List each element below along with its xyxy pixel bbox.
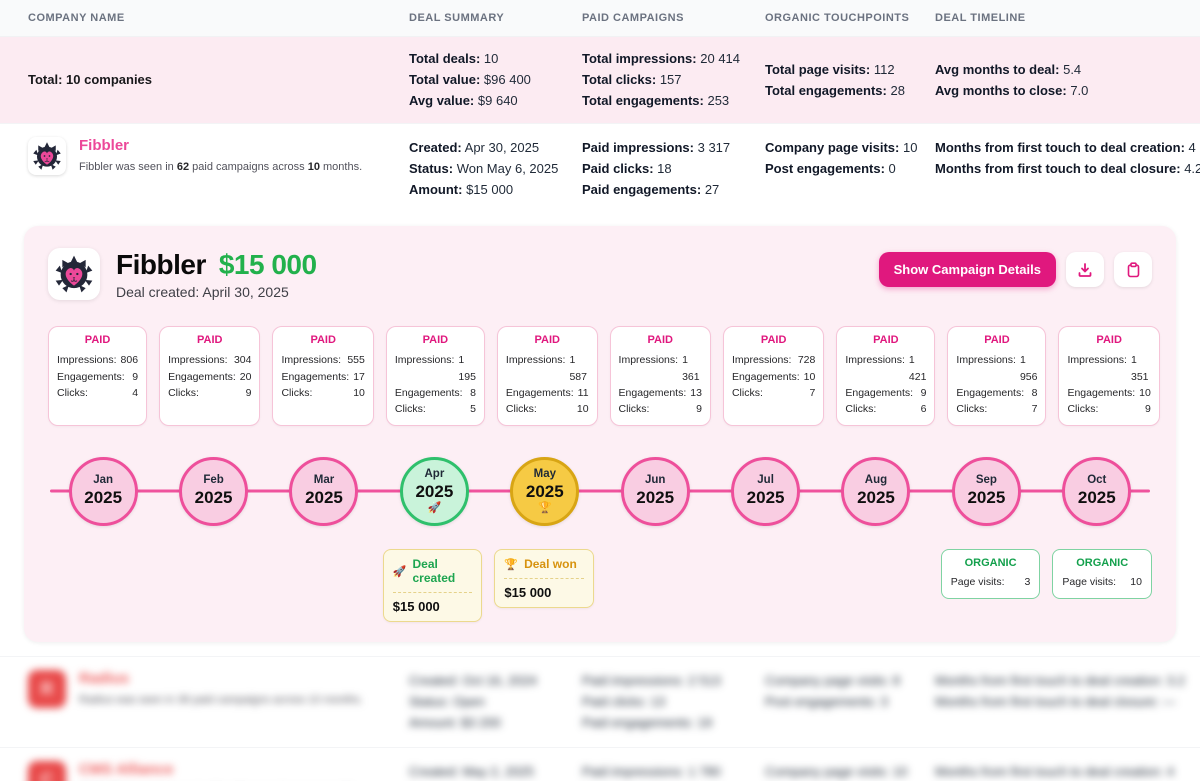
panel-deal-created: Deal created: April 30, 2025 bbox=[116, 283, 289, 300]
paid-card-jul: PAID Impressions: 728 Engagements: 10 Clic… bbox=[722, 326, 825, 427]
paid-card-aug: PAID Impressions: 1 421 Engagements: 9 Cli… bbox=[836, 326, 936, 427]
totals-row: Total: 10 companies Total deals: 10 Tota… bbox=[0, 37, 1200, 124]
deal-summary-cell: Created: Apr 30, 2025 Status: Won May 6,… bbox=[409, 140, 559, 198]
company-row-blurred-2[interactable]: C CMS Alliance CMS Alliance was seen in … bbox=[0, 747, 1200, 781]
totals-company-count: Total: 10 companies bbox=[28, 72, 153, 88]
month-circle-oct: Oct 2025 bbox=[1062, 456, 1132, 526]
month-circle-feb: Feb 2025 bbox=[179, 456, 249, 526]
company-texts: Fibbler Fibbler was seen in 62 paid camp… bbox=[79, 137, 362, 173]
company-row-blurred-1[interactable]: R Radius Radius was seen in 38 paid camp… bbox=[0, 656, 1200, 748]
fibbler-logo-large bbox=[48, 248, 100, 301]
paid-cards-row: PAID Impressions: 806 Engagements: 9 Click… bbox=[48, 326, 1160, 427]
lion-icon bbox=[55, 255, 93, 293]
totals-paid-campaigns: Total impressions: 20 414 Total clicks: … bbox=[582, 51, 741, 109]
month-circle-apr-deal-created: Apr 2025 🚀 bbox=[399, 456, 469, 526]
organic-cell: Company page visits: 10 Post engagements… bbox=[765, 140, 918, 177]
totals-timeline: Avg months to deal: 5.4 Avg months to cl… bbox=[935, 61, 1089, 98]
trophy-icon: 🏆 bbox=[504, 558, 519, 571]
panel-company-name: Fibbler bbox=[116, 248, 206, 280]
panel-deal-amount: $15 000 bbox=[218, 248, 317, 280]
timeline-line bbox=[50, 489, 1150, 493]
company-cell: Fibbler Fibbler was seen in 62 paid camp… bbox=[0, 137, 400, 200]
timeline-cell: Months from first touch to deal creation… bbox=[935, 140, 1200, 177]
download-icon bbox=[1078, 262, 1092, 277]
paid-card-oct: PAID Impressions: 1 351 Engagements: 10 Cl… bbox=[1058, 326, 1160, 427]
lion-icon bbox=[33, 142, 61, 170]
totals-deal-summary: Total deals: 10 Total value: $96 400 Avg… bbox=[409, 51, 531, 109]
company-logo: R bbox=[28, 670, 66, 709]
company-row-fibbler[interactable]: Fibbler Fibbler was seen in 62 paid camp… bbox=[0, 123, 1200, 215]
fibbler-logo bbox=[28, 137, 66, 176]
timeline-markers-row: 🚀 Deal created $15 000 🏆 Deal won $15 000 … bbox=[48, 549, 1152, 623]
table-header: COMPANY NAME DEAL SUMMARY PAID CAMPAIGNS… bbox=[0, 0, 1200, 37]
paid-card-apr: PAID Impressions: 1 195 Engagements: 8 Cli… bbox=[385, 326, 485, 427]
paid-campaigns-cell: Paid impressions: 3 317 Paid clicks: 18 … bbox=[582, 140, 731, 198]
col-organic-touchpoints: ORGANIC TOUCHPOINTS bbox=[765, 12, 910, 24]
rocket-icon: 🚀 bbox=[392, 565, 407, 578]
rocket-icon: 🚀 bbox=[427, 502, 442, 515]
month-circle-sep: Sep 2025 bbox=[951, 456, 1021, 526]
company-subtitle: Radius was seen in 38 paid campaigns acr… bbox=[79, 694, 363, 707]
col-company-name: COMPANY NAME bbox=[28, 12, 125, 24]
clipboard-icon bbox=[1127, 262, 1139, 278]
col-deal-summary: DEAL SUMMARY bbox=[409, 12, 505, 24]
panel-header: Fibbler $15 000 Deal created: April 30, … bbox=[48, 248, 1152, 301]
company-link-fibbler[interactable]: Fibbler bbox=[79, 137, 130, 155]
month-circle-mar: Mar 2025 bbox=[289, 456, 359, 526]
trophy-icon: 🏆 bbox=[537, 502, 552, 515]
organic-card-sep: ORGANIC Page visits: 3 bbox=[940, 549, 1041, 599]
col-deal-timeline: DEAL TIMELINE bbox=[935, 12, 1026, 24]
month-circle-jan: Jan 2025 bbox=[68, 456, 138, 526]
company-subtitle: Fibbler was seen in 62 paid campaigns ac… bbox=[79, 161, 363, 174]
download-button[interactable] bbox=[1066, 252, 1104, 288]
organic-card-oct: ORGANIC Page visits: 10 bbox=[1052, 549, 1152, 599]
deal-created-card: 🚀 Deal created $15 000 bbox=[382, 549, 483, 623]
paid-card-jun: PAID Impressions: 1 361 Engagements: 13 Cl… bbox=[609, 326, 711, 427]
company-link[interactable]: CMS Alliance bbox=[79, 761, 174, 779]
show-campaign-details-button[interactable]: Show Campaign Details bbox=[878, 252, 1056, 288]
deal-won-card: 🏆 Deal won $15 000 bbox=[494, 549, 594, 609]
company-link[interactable]: Radius bbox=[79, 670, 130, 688]
month-circle-aug: Aug 2025 bbox=[841, 456, 911, 526]
paid-card-may: PAID Impressions: 1 587 Engagements: 11 Cl… bbox=[496, 326, 598, 427]
deal-timeline: Jan 2025 Feb 2025 Mar 2025 Apr 2025 🚀 May 202… bbox=[48, 446, 1152, 536]
totals-organic: Total page visits: 112 Total engagements… bbox=[765, 61, 905, 98]
month-circle-jul: Jul 2025 bbox=[731, 456, 801, 526]
company-logo: C bbox=[28, 761, 66, 781]
month-circle-jun: Jun 2025 bbox=[620, 456, 690, 526]
paid-card-sep: PAID Impressions: 1 956 Engagements: 8 Cli… bbox=[947, 326, 1047, 427]
copy-button[interactable] bbox=[1114, 252, 1152, 288]
paid-card-feb: PAID Impressions: 304 Engagements: 20 Clic… bbox=[159, 326, 261, 427]
deal-detail-panel: Fibbler $15 000 Deal created: April 30, … bbox=[24, 226, 1176, 643]
paid-card-jan: PAID Impressions: 806 Engagements: 9 Click… bbox=[48, 326, 148, 427]
month-circle-may-deal-won: May 2025 🏆 bbox=[510, 456, 580, 526]
col-paid-campaigns: PAID CAMPAIGNS bbox=[582, 12, 684, 24]
paid-card-mar: PAID Impressions: 555 Engagements: 17 Clic… bbox=[272, 326, 374, 427]
